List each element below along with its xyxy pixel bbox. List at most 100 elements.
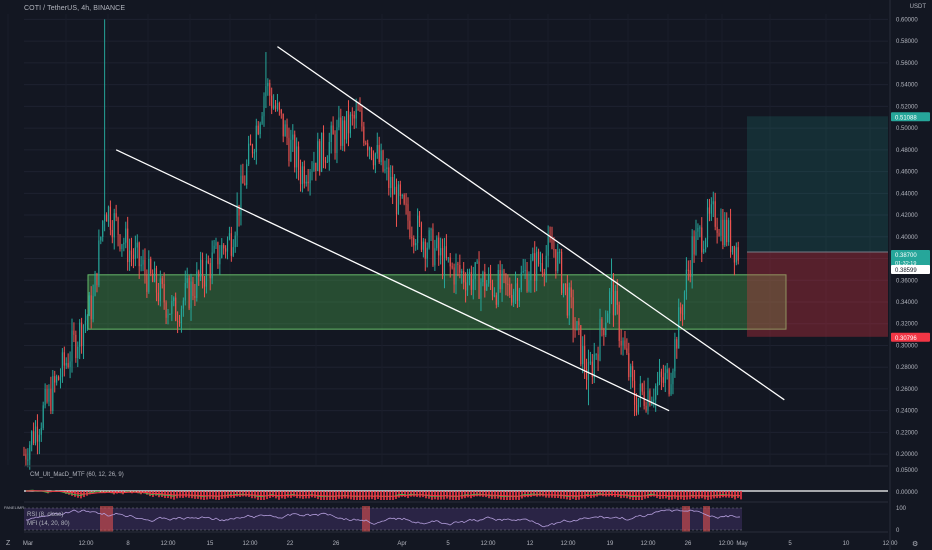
candle-body	[334, 134, 336, 154]
candle-body	[501, 270, 503, 290]
z-icon[interactable]: Z	[6, 540, 11, 547]
candle-body	[451, 266, 453, 268]
rsi-label[interactable]: RSI (8, close)	[27, 512, 64, 518]
candle-body	[63, 352, 65, 366]
macd-histogram-bar	[314, 491, 316, 498]
time-tick-label: 12:00	[242, 541, 258, 547]
candle-body	[576, 321, 578, 331]
candle-body	[88, 295, 90, 316]
macd-histogram-bar	[209, 491, 211, 499]
macd-histogram-bar	[656, 491, 658, 498]
candle-body	[605, 322, 607, 336]
mfi-label[interactable]: MFI (14, 20, 80)	[27, 521, 70, 527]
candle-body	[482, 271, 484, 283]
candle-body	[148, 258, 150, 292]
candle-body	[299, 170, 302, 185]
current-price-text: 0.38700	[895, 253, 917, 259]
candle-body	[117, 217, 119, 235]
macd-histogram-bar	[380, 491, 382, 500]
candle-body	[511, 295, 513, 303]
candle-body	[177, 320, 179, 322]
macd-histogram-bar	[698, 491, 700, 499]
candle-body	[357, 109, 359, 111]
candle-body	[92, 295, 94, 320]
candle-body	[635, 404, 638, 413]
candle-body	[359, 110, 361, 112]
candle-body	[522, 271, 524, 273]
candle-body	[265, 86, 267, 97]
time-tick-label: 26	[333, 541, 340, 547]
candle-body	[413, 238, 415, 246]
candle-body	[714, 201, 716, 227]
candle-body	[44, 389, 46, 406]
candle-body	[33, 431, 35, 444]
price-tick-label: 0.42000	[896, 213, 918, 219]
candle-body	[455, 263, 457, 285]
candle-body	[589, 361, 591, 363]
candle-body	[683, 291, 686, 314]
macd-histogram-bar	[368, 491, 370, 500]
candle-body	[645, 405, 647, 411]
trendline[interactable]	[277, 46, 785, 401]
rsi-band	[24, 508, 742, 530]
price-tick-label: 0.22000	[896, 430, 918, 436]
trendlines[interactable]	[115, 46, 785, 412]
candle-body	[582, 346, 584, 365]
candle-body	[568, 287, 570, 316]
macd-histogram-bar	[605, 491, 607, 497]
candle-body	[236, 204, 238, 236]
candle-body	[150, 258, 152, 274]
candle-body	[434, 248, 436, 266]
candle-body	[59, 377, 62, 380]
candle-body	[399, 184, 401, 197]
candle-body	[632, 366, 634, 381]
candle-body	[27, 459, 29, 461]
candle-body	[130, 250, 133, 255]
macd-histogram-bar	[467, 491, 469, 498]
macd-histogram-bar	[299, 491, 301, 499]
candle-body	[514, 283, 517, 292]
candle-body	[144, 259, 146, 275]
candle-body	[630, 366, 632, 378]
candle-body	[664, 372, 666, 383]
macd-histogram-bar	[269, 491, 271, 499]
macd-label[interactable]: CM_Ult_MacD_MTF (60, 12, 26, 9)	[30, 472, 124, 478]
candle-body	[474, 262, 476, 280]
candle-body	[561, 251, 563, 293]
candle-body	[209, 263, 211, 279]
candle-body	[660, 371, 663, 378]
candle-body	[351, 114, 353, 116]
candle-body	[497, 269, 499, 305]
candle-body	[278, 102, 280, 110]
candle-body	[100, 237, 102, 241]
candle-body	[309, 172, 311, 184]
candle-body	[82, 325, 85, 347]
candle-body	[737, 247, 739, 261]
currency-unit[interactable]: USDT	[909, 4, 926, 10]
macd-histogram-bar	[365, 491, 367, 500]
candle-body	[553, 249, 555, 251]
candle-body	[273, 105, 275, 109]
settings-gear-icon[interactable]: ⚙	[912, 541, 919, 548]
candle-body	[555, 249, 557, 272]
candle-body	[232, 247, 234, 256]
candle-body	[672, 371, 674, 385]
macd-histogram-bar	[740, 491, 742, 500]
candle-body	[547, 236, 549, 256]
macd-histogram-bar	[533, 491, 535, 497]
candle-body	[259, 123, 261, 135]
candle-body	[728, 220, 730, 243]
target-price-badge-text: 0.51088	[895, 115, 917, 121]
macd-histogram-bar	[353, 491, 355, 500]
trendline[interactable]	[115, 149, 670, 412]
candle-body	[84, 320, 87, 326]
candle-body	[380, 150, 382, 163]
candle-body	[257, 125, 259, 135]
candle-body	[562, 283, 565, 293]
macd-histogram-bar	[446, 491, 448, 499]
entry-price-badge-text: 0.38599	[895, 268, 917, 274]
rsi-overbought-zone	[682, 506, 690, 532]
candle-body	[267, 82, 269, 87]
price-tick-label: 0.32000	[896, 322, 918, 328]
